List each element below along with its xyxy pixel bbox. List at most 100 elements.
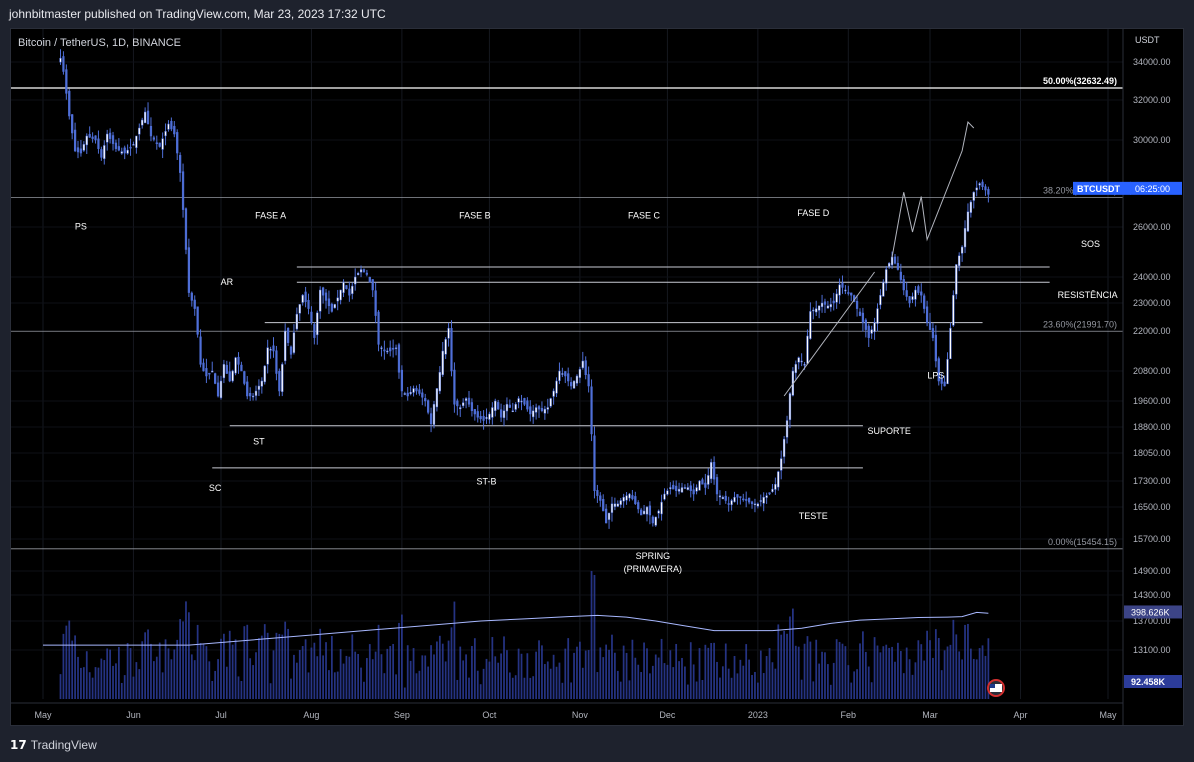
candle-body (499, 409, 503, 418)
candle-body (666, 490, 669, 495)
candle-body (152, 137, 156, 140)
volume-bar (223, 633, 225, 699)
annotation-teste: TESTE (799, 511, 828, 521)
candle-body (855, 300, 859, 309)
candle-body (978, 183, 981, 186)
volume-bars (43, 570, 990, 699)
candle-body (459, 407, 462, 410)
candle-body (727, 503, 730, 505)
volume-bar (371, 659, 374, 699)
volume-bar (920, 644, 923, 699)
candle-body (73, 129, 77, 152)
candle-body (546, 407, 549, 410)
candle-body (176, 132, 179, 154)
candle-body (960, 246, 964, 254)
volume-bar (695, 681, 698, 699)
candle-body (698, 480, 701, 491)
volume-bar (754, 671, 756, 699)
volume-bar (141, 641, 144, 699)
volume-bar (736, 673, 739, 699)
candle-body (537, 406, 541, 410)
currency-label: USDT (1135, 35, 1160, 45)
candle-body (488, 413, 491, 420)
volume-bar (625, 652, 628, 699)
volume-current-badge-bg (1124, 675, 1182, 688)
price-chart[interactable]: 50.00%(32632.49)38.20%(27355.42)23.60%(2… (11, 29, 1183, 725)
price-tick-14: 14900.00 (1133, 566, 1171, 576)
volume-bar (946, 646, 949, 699)
candle-body (815, 308, 818, 313)
candle-body (911, 296, 914, 300)
candle-body (925, 306, 929, 323)
fib-label-0: 50.00%(32632.49) (1043, 76, 1117, 86)
candle-body (631, 495, 634, 500)
candle-body (534, 407, 538, 413)
volume-bar (80, 667, 82, 699)
candle-body (675, 485, 678, 491)
volume-bar (135, 662, 138, 699)
volume-bar (403, 687, 406, 699)
fib-label-3: 0.00%(15454.15) (1048, 537, 1117, 547)
volume-bar (541, 645, 543, 699)
candle-body (473, 409, 476, 415)
volume-bar (765, 656, 768, 699)
time-tick-7: Dec (659, 710, 676, 720)
candle-body (736, 494, 739, 498)
annotation-fase-d: FASE D (797, 208, 830, 218)
candle-body (931, 328, 935, 338)
candle-body (800, 360, 803, 363)
volume-bar (684, 666, 686, 699)
volume-bar (363, 681, 365, 699)
volume-bar (330, 636, 333, 699)
candle-body (441, 350, 444, 376)
price-tick-17: 13100.00 (1133, 645, 1171, 655)
candle-body (263, 365, 266, 383)
chart-frame[interactable]: 50.00%(32632.49)38.20%(27355.42)23.60%(2… (10, 28, 1184, 726)
candle-body (254, 390, 258, 396)
candle-body (850, 292, 853, 296)
volume-bar (567, 638, 570, 699)
candle-body (660, 501, 663, 515)
volume-bar (290, 678, 292, 699)
candle-body (780, 458, 783, 471)
candle-body (228, 371, 231, 382)
candle-body (91, 136, 94, 139)
candle-body (511, 410, 514, 412)
volume-bar (955, 634, 958, 699)
volume-bar (167, 648, 170, 699)
volume-bar (190, 654, 193, 699)
annotation-ar: AR (221, 277, 234, 287)
volume-bar (841, 643, 844, 699)
footer-brand[interactable]: TradingView (30, 738, 97, 752)
volume-bar (430, 645, 432, 699)
time-axis: May Jun Jul Aug Sep Oct Nov Dec 2023 Feb Mar Apr May (11, 702, 1123, 720)
volume-bar (412, 648, 415, 699)
volume-bar (514, 675, 517, 699)
volume-bar (217, 659, 219, 699)
candle-body (739, 496, 742, 498)
candle-body (88, 134, 91, 138)
candle-body (412, 388, 415, 393)
volume-bar (724, 643, 727, 699)
volume-bar (631, 639, 634, 699)
candle-body (179, 155, 182, 173)
volume-bar (147, 629, 149, 699)
markup-trendline (783, 271, 875, 397)
tradingview-logo-icon[interactable]: 17 (10, 738, 27, 752)
volume-bar (313, 642, 316, 699)
volume-bar (821, 651, 823, 699)
symbol-badge-bg (1073, 181, 1131, 195)
volume-bar (491, 637, 494, 699)
candle-body (882, 281, 885, 297)
candle-body (435, 388, 439, 408)
candle-body (365, 272, 369, 275)
annotation-lps: LPS (927, 371, 944, 381)
volume-bar (987, 638, 990, 699)
volume-bar (357, 653, 359, 699)
volume-bar (675, 643, 678, 699)
time-tick-12: May (1099, 710, 1117, 720)
candle-body (249, 393, 252, 397)
candle-body (765, 495, 768, 498)
candle-body (316, 312, 319, 336)
volume-bar (590, 570, 593, 699)
